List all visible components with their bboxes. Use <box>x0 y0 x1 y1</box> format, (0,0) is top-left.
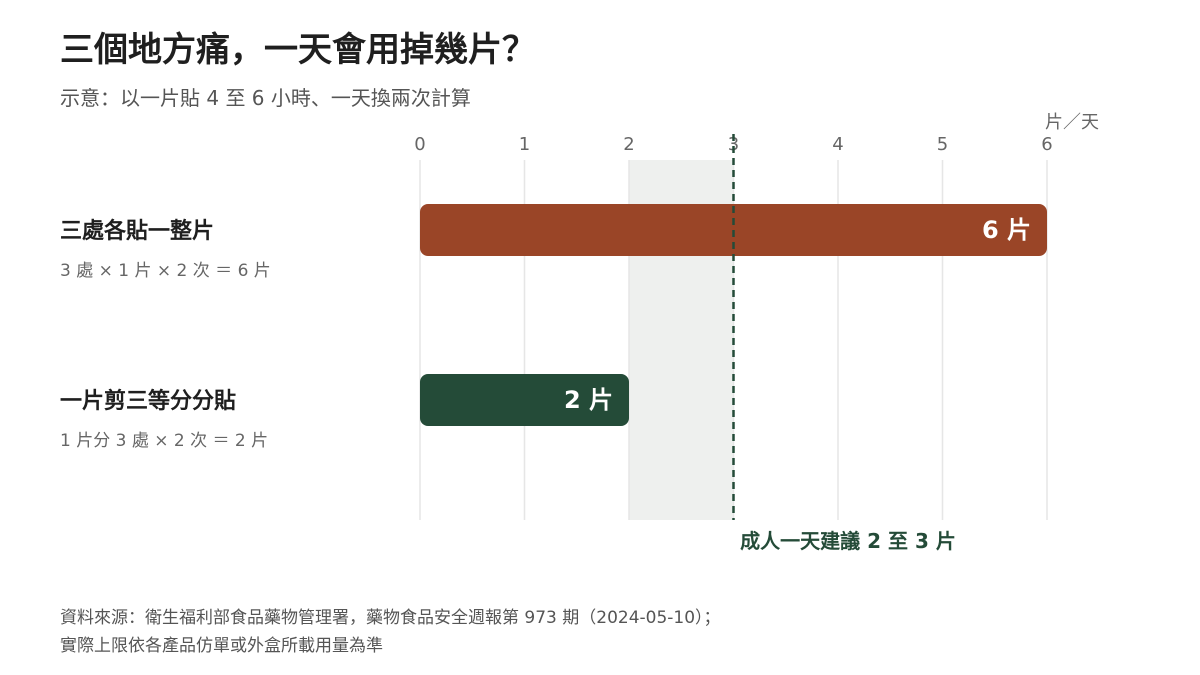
x-tick-label-6: 6 <box>1041 134 1052 155</box>
x-tick-label-1: 1 <box>519 134 530 155</box>
chart-subtitle: 示意：以一片貼 4 至 6 小時、一天換兩次計算 <box>60 86 471 110</box>
source-line-1: 資料來源：衛生福利部食品藥物管理署，藥物食品安全週報第 973 期（2024-0… <box>60 608 721 628</box>
category-formula-whole: 3 處 × 1 片 × 2 次 ＝ 6 片 <box>60 261 271 281</box>
x-tick-label-0: 0 <box>414 134 425 155</box>
bar-value-label-1: 2 片 <box>564 386 613 414</box>
x-axis-unit-label: 片／天 <box>1045 112 1099 133</box>
chart-title: 三個地方痛，一天會用掉幾片？ <box>60 30 536 70</box>
category-label-cut: 一片剪三等分分貼 <box>60 389 237 414</box>
x-tick-label-4: 4 <box>832 134 843 155</box>
bar-1 <box>420 374 629 426</box>
category-formula-cut: 1 片分 3 處 × 2 次 ＝ 2 片 <box>60 431 269 451</box>
x-tick-label-5: 5 <box>937 134 948 155</box>
category-label-whole: 三處各貼一整片 <box>60 219 215 244</box>
reference-line-label: 成人一天建議 2 至 3 片 <box>740 529 956 553</box>
bar-value-label-0: 6 片 <box>982 216 1031 244</box>
x-tick-label-3: 3 <box>728 134 739 155</box>
x-tick-label-2: 2 <box>623 134 634 155</box>
source-line-2: 實際上限依各產品仿單或外盒所載用量為準 <box>60 636 383 656</box>
